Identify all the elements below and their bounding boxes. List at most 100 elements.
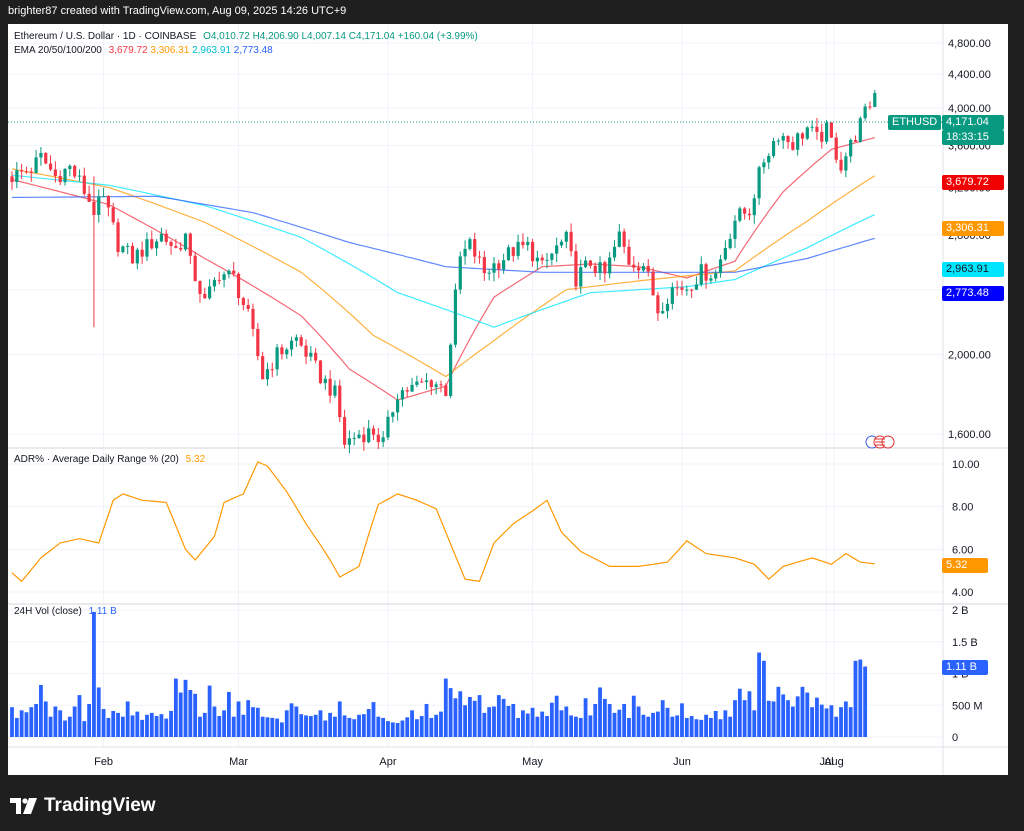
- ema50-badge: 3,306.31: [942, 221, 1004, 236]
- volume-bar: [299, 714, 304, 737]
- volume-bar: [217, 716, 222, 737]
- volume-bar: [453, 698, 458, 737]
- candle-body: [588, 260, 592, 266]
- volume-bar: [366, 709, 371, 737]
- volume-bar: [419, 716, 424, 737]
- volume-bar: [549, 702, 554, 737]
- candle-body: [699, 264, 703, 285]
- candle-body: [236, 273, 241, 299]
- candle-body: [357, 434, 361, 438]
- candle-body: [786, 135, 790, 143]
- volume-bar: [328, 712, 333, 737]
- candle-body: [844, 156, 848, 171]
- candle-body: [304, 345, 308, 357]
- volume-bar: [246, 700, 251, 737]
- volume-bar: [651, 712, 655, 737]
- volume-bar: [492, 706, 496, 737]
- candle-body: [747, 213, 752, 216]
- candle-body: [540, 257, 544, 261]
- candle-body: [396, 399, 400, 413]
- candle-body: [29, 171, 33, 173]
- candle-body: [246, 305, 250, 309]
- volume-bar: [443, 678, 448, 737]
- candle-body: [405, 390, 409, 392]
- candle-body: [738, 208, 742, 221]
- candles: [10, 89, 877, 454]
- volume-bar: [593, 703, 598, 737]
- volume-bar: [304, 715, 308, 737]
- candle-body: [733, 220, 737, 239]
- volume-bar: [53, 706, 58, 737]
- volume-bar: [159, 714, 164, 737]
- candle-body: [212, 279, 217, 287]
- price-tick-label: 4,000.00: [948, 103, 991, 115]
- candle-body: [516, 241, 520, 256]
- ema-line-ema100: [11, 174, 876, 328]
- volume-bar: [564, 706, 569, 737]
- volume-bar: [477, 695, 482, 737]
- volume-bar: [96, 687, 101, 737]
- adr-tick-label: 6.00: [952, 544, 973, 556]
- ohlc-change: +160.04 (+3.99%): [397, 31, 478, 42]
- volume-bar: [145, 714, 149, 737]
- volume-bar: [87, 703, 92, 737]
- ohlc-open: O4,010.72: [203, 31, 250, 42]
- candle-body: [169, 241, 173, 246]
- volume-bar: [501, 698, 506, 737]
- chart-svg[interactable]: 1,600.002,000.002,400.002,800.003,200.00…: [8, 24, 1008, 775]
- volume-title: 24H Vol (close): [14, 606, 82, 617]
- ticker-badge: ETHUSD: [888, 115, 942, 130]
- candle-body: [183, 233, 188, 250]
- volume-bar: [521, 710, 525, 737]
- volume-bar: [125, 701, 130, 737]
- candle-body: [824, 122, 829, 142]
- volume-bar: [834, 716, 839, 737]
- volume-bar: [255, 707, 260, 737]
- candle-body: [101, 196, 106, 198]
- candle-body: [164, 233, 168, 242]
- candle-body: [651, 271, 655, 296]
- candle-body: [391, 412, 395, 417]
- volume-bar: [405, 717, 410, 737]
- volume-bar: [815, 697, 819, 737]
- candle-body: [714, 273, 718, 279]
- symbol-legend[interactable]: Ethereum / U.S. Dollar · 1D · COINBASE O…: [14, 31, 478, 42]
- volume-bar: [270, 717, 275, 737]
- volume-bar: [183, 679, 188, 737]
- candle-body: [521, 241, 525, 246]
- candle-body: [82, 175, 86, 194]
- candle-body: [48, 163, 53, 170]
- volume-bar: [496, 695, 501, 737]
- candle-body: [188, 233, 192, 256]
- volume-bar: [583, 698, 588, 737]
- candle-body: [285, 349, 289, 355]
- volume-bar: [819, 704, 824, 737]
- candle-body: [670, 287, 674, 304]
- candle-body: [829, 122, 833, 138]
- ema-legend[interactable]: EMA 20/50/100/200 3,679.72 3,306.31 2,96…: [14, 45, 273, 56]
- volume-bar: [843, 701, 848, 737]
- volume-bar: [800, 686, 805, 737]
- candle-body: [694, 284, 699, 290]
- volume-bar: [747, 691, 752, 737]
- adr-line-path: [11, 461, 875, 583]
- candle-body: [839, 159, 843, 171]
- volume-bar: [241, 714, 246, 737]
- volume-legend[interactable]: 24H Vol (close) 1.11 B: [14, 606, 117, 617]
- volume-bar: [694, 719, 699, 737]
- candle-body: [617, 231, 621, 247]
- candle-body: [622, 231, 626, 247]
- volume-bar: [381, 717, 386, 737]
- flag-icon: [865, 435, 895, 449]
- volume-bar: [207, 685, 212, 737]
- candle-body: [646, 266, 650, 272]
- candle-body: [299, 337, 303, 346]
- volume-bar: [188, 690, 193, 737]
- chart-frame[interactable]: 1,600.002,000.002,400.002,800.003,200.00…: [8, 24, 1008, 775]
- adr-legend[interactable]: ADR% · Average Daily Range % (20) 5.32: [14, 454, 205, 465]
- candle-body: [314, 352, 318, 361]
- candle-body: [805, 127, 809, 139]
- volume-bar: [236, 701, 241, 737]
- volume-bar: [670, 716, 675, 737]
- volume-bar: [622, 703, 627, 737]
